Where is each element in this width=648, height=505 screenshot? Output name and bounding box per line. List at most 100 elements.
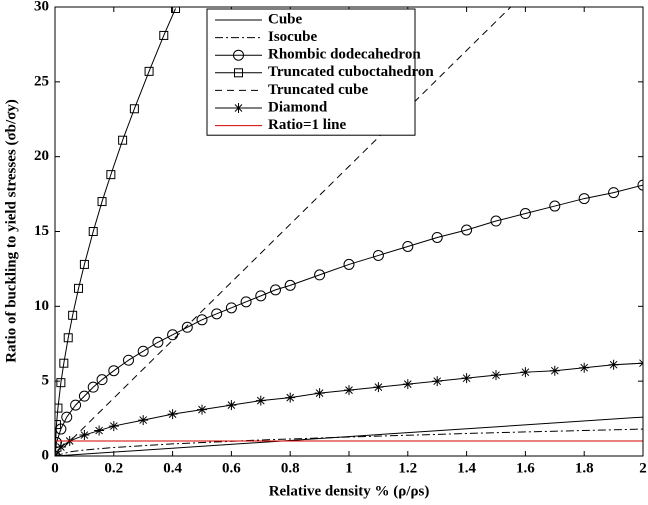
- marker: [61, 411, 73, 423]
- x-tick-label: 2: [639, 460, 647, 476]
- marker: [431, 231, 443, 243]
- marker: [97, 197, 107, 207]
- marker: [343, 258, 355, 270]
- x-tick-label: 1.2: [398, 460, 417, 476]
- marker: [74, 283, 84, 293]
- marker: [171, 7, 181, 13]
- marker: [138, 415, 149, 426]
- plot-series: [55, 7, 643, 456]
- marker: [56, 378, 66, 388]
- marker: [152, 336, 164, 348]
- marker: [159, 30, 169, 40]
- marker: [181, 321, 193, 333]
- marker: [106, 170, 116, 180]
- x-tick-label: 1.4: [457, 460, 476, 476]
- marker: [373, 382, 384, 393]
- marker: [78, 390, 90, 402]
- marker: [432, 376, 443, 387]
- y-tick-label: 10: [34, 298, 49, 314]
- marker: [402, 240, 414, 252]
- marker: [608, 359, 619, 370]
- marker: [79, 430, 90, 441]
- x-tick-label: 0.4: [163, 460, 182, 476]
- marker: [108, 365, 120, 377]
- x-tick-label: 0.2: [104, 460, 123, 476]
- y-tick-label: 20: [34, 148, 49, 164]
- legend-label: Rhombic dodecahedron: [268, 47, 421, 63]
- marker: [314, 269, 326, 281]
- marker: [94, 425, 105, 436]
- marker: [461, 224, 473, 236]
- marker: [87, 381, 99, 393]
- marker: [63, 333, 73, 343]
- marker: [233, 49, 244, 61]
- y-tick-label: 30: [34, 0, 49, 14]
- marker: [549, 200, 561, 212]
- marker: [240, 296, 252, 308]
- marker: [270, 284, 281, 296]
- marker: [344, 385, 354, 396]
- x-tick-label: 1: [345, 460, 353, 476]
- marker: [137, 345, 149, 357]
- legend-label: Diamond: [268, 99, 328, 115]
- x-tick-label: 1.6: [516, 460, 535, 476]
- marker: [284, 279, 296, 291]
- plot-frame: [54, 6, 644, 457]
- marker: [608, 187, 620, 199]
- marker: [579, 362, 590, 373]
- marker: [55, 420, 61, 430]
- x-axis-label: Relative density % (ρ/ρs): [269, 483, 430, 499]
- y-axis-label: Ratio of buckling to yield stresses (σb/…: [3, 99, 19, 363]
- marker: [196, 314, 208, 326]
- marker: [59, 358, 69, 368]
- legend-label: Truncated cuboctahedron: [268, 64, 434, 80]
- x-tick-label: 0.8: [281, 460, 300, 476]
- y-tick-label: 5: [42, 373, 50, 389]
- marker: [108, 421, 119, 432]
- marker: [68, 310, 78, 320]
- series-line: [55, 8, 176, 456]
- marker: [96, 374, 108, 386]
- x-tick-label: 1.8: [575, 460, 594, 476]
- marker: [255, 290, 267, 302]
- marker: [461, 373, 472, 384]
- y-tick-label: 25: [34, 73, 49, 89]
- marker: [79, 259, 89, 269]
- legend-box: [206, 8, 416, 136]
- marker: [314, 388, 325, 399]
- marker: [118, 135, 128, 145]
- y-tick-label: 0: [42, 447, 50, 463]
- marker: [211, 308, 223, 320]
- legend-label: Isocube: [268, 29, 318, 45]
- marker: [55, 442, 66, 453]
- marker: [233, 103, 244, 113]
- marker: [144, 66, 154, 76]
- series-line: [55, 7, 512, 456]
- marker: [637, 179, 643, 191]
- x-tick-label: 0.6: [222, 460, 241, 476]
- marker: [491, 370, 501, 381]
- legend-label: Truncated cube: [268, 82, 368, 98]
- marker: [578, 193, 590, 205]
- marker: [88, 227, 98, 236]
- x-tick-label: 0: [51, 460, 59, 476]
- marker: [225, 302, 237, 314]
- marker: [402, 379, 413, 390]
- marker: [55, 403, 63, 413]
- marker: [123, 354, 134, 366]
- marker: [129, 104, 139, 114]
- marker: [372, 249, 384, 261]
- marker: [520, 367, 531, 378]
- legend-label: Ratio=1 line: [268, 117, 346, 133]
- legend-label: Cube: [268, 11, 303, 27]
- marker: [234, 68, 243, 78]
- marker: [55, 437, 62, 449]
- marker: [519, 208, 531, 220]
- marker: [285, 392, 296, 403]
- marker: [549, 365, 560, 376]
- marker: [226, 400, 237, 411]
- marker: [197, 404, 207, 415]
- y-tick-label: 15: [34, 223, 49, 239]
